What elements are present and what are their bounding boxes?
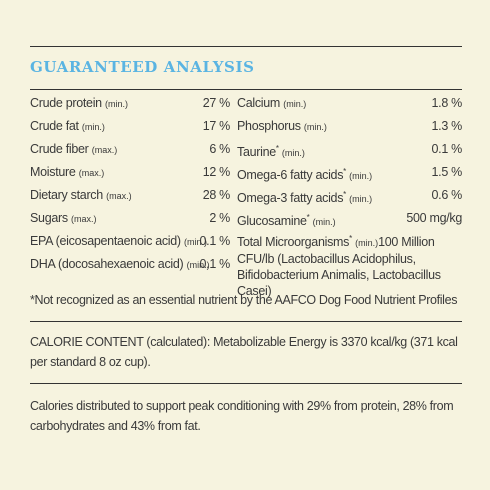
nutrient-row: Crude protein (min.) 27 % [30,93,230,116]
divider [30,89,462,90]
nutrient-value: 1.8 % [431,96,463,110]
nutrient-value: 12 % [202,165,231,179]
nutrient-row: Omega-3 fatty acids* (min.) 0.6 % [237,185,462,208]
nutrient-value: 27 % [202,96,231,110]
nutrient-value: 0.1 % [199,257,231,271]
note-mark: * [349,234,352,243]
nutrient-qualifier: (max.) [78,168,105,178]
note-mark: * [343,190,346,199]
nutrient-value: 100 Million CFU/lb [237,235,435,267]
nutrient-name: EPA (eicosapentaenoic acid) [30,234,181,248]
nutrient-name: Taurine [237,145,276,160]
nutrient-qualifier: (min.) [349,194,373,205]
nutrient-name: Crude fiber [30,142,89,156]
divider [30,383,462,384]
nutrient-value: 1.5 % [431,165,463,179]
nutrient-name: Calcium [237,96,281,110]
nutrient-row: EPA (eicosapentaenoic acid) (min.) 0.1 % [30,231,230,254]
nutrient-name: Glucosamine [237,214,307,229]
nutrient-row: Crude fat (min.) 17 % [30,116,230,139]
nutrient-name: DHA (docosahexaenoic acid) [30,257,184,271]
nutrient-row: Phosphorus (min.) 1.3 % [237,116,462,139]
nutrient-qualifier: (min.) [349,171,373,182]
nutrient-name: Dietary starch [30,188,103,202]
nutrient-name: Crude fat [30,119,79,133]
nutrient-value: 500 mg/kg [406,211,462,225]
nutrient-detail: (Lactobacillus Acidophilus, Bifidobacter… [237,252,441,299]
nutrient-row: Dietary starch (max.) 28 % [30,185,230,208]
nutrient-row: Omega-6 fatty acids* (min.) 1.5 % [237,162,462,185]
right-column: Calcium (min.) 1.8 % Phosphorus (min.) 1.3 … [237,93,462,299]
note-mark: * [306,213,310,222]
nutrient-qualifier: (min.) [283,99,307,109]
nutrient-qualifier: (min.) [81,122,105,132]
nutrient-value: 2 % [209,211,230,225]
nutrient-qualifier: (max.) [106,191,132,201]
calorie-distribution: Calories distributed to support peak con… [30,399,454,433]
nutrient-row: Taurine* (min.) 0.1 % [237,139,462,162]
nutrient-qualifier: (min.) [105,99,129,109]
nutrient-name: Crude protein [30,96,102,110]
nutrient-qualifier: (max.) [71,214,97,224]
calorie-content: CALORIE CONTENT (calculated): Metaboliza… [30,335,458,369]
nutrient-value: 6 % [209,142,230,156]
nutrient-value: 1.3 % [431,119,463,133]
nutrient-name: Moisture [30,165,76,179]
left-column: Crude protein (min.) 27 % Crude fat (min.)… [30,93,230,277]
note-mark: * [275,144,279,153]
nutrient-qualifier: (min.) [355,238,379,249]
nutrient-value: 0.1 % [431,142,463,156]
nutrient-name: Phosphorus [237,119,301,133]
nutrient-name: Omega-6 fatty acids [237,168,344,183]
nutrient-name: Total Microorganisms [237,235,350,250]
nutrient-row: Sugars (max.) 2 % [30,208,230,231]
section-title: GUARANTEED ANALYSIS [30,58,255,76]
nutrient-row: Total Microorganisms* (min.)100 Million … [237,231,462,299]
nutrient-value: 0.1 % [199,234,231,248]
nutrient-name: Omega-3 fatty acids [237,191,344,206]
nutrient-qualifier: (min.) [186,260,210,270]
nutrient-row: Moisture (max.) 12 % [30,162,230,185]
nutrient-qualifier: (max.) [91,145,118,155]
divider [30,46,462,47]
nutrient-name: Sugars [30,211,68,225]
divider [30,321,462,322]
nutrient-qualifier: (min.) [281,148,305,159]
nutrient-value: 28 % [202,188,231,202]
note-mark: * [343,167,346,176]
nutrient-value: 0.6 % [431,188,463,202]
nutrient-qualifier: (min.) [312,217,336,228]
footnote: *Not recognized as an essential nutrient… [30,293,458,307]
nutrient-row: Glucosamine* (min.) 500 mg/kg [237,208,462,231]
nutrient-value: 17 % [202,119,231,133]
nutrient-row: DHA (docosahexaenoic acid) (min.) 0.1 % [30,254,230,277]
nutrient-row: Crude fiber (max.) 6 % [30,139,230,162]
nutrient-qualifier: (min.) [183,237,207,247]
nutrient-row: Calcium (min.) 1.8 % [237,93,462,116]
nutrient-qualifier: (min.) [303,122,327,132]
